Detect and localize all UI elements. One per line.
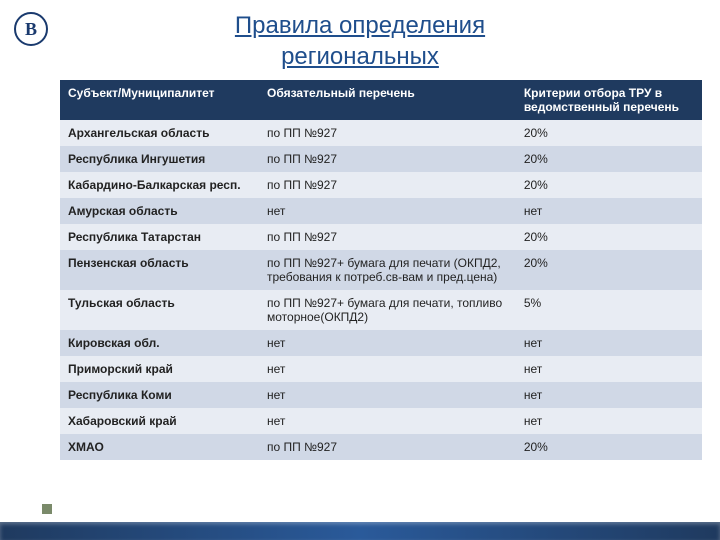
cell-criteria: нет bbox=[516, 408, 702, 434]
cell-region: Архангельская область bbox=[60, 120, 259, 146]
cell-criteria: нет bbox=[516, 356, 702, 382]
cell-region: Тульская область bbox=[60, 290, 259, 330]
footer-stripe bbox=[0, 522, 720, 540]
cell-criteria: 20% bbox=[516, 120, 702, 146]
cell-criteria: нет bbox=[516, 198, 702, 224]
cell-criteria: 20% bbox=[516, 434, 702, 460]
cell-list: нет bbox=[259, 382, 516, 408]
cell-criteria: 20% bbox=[516, 172, 702, 198]
cell-criteria: 20% bbox=[516, 146, 702, 172]
table-row: Кабардино-Балкарская респ.по ПП №92720% bbox=[60, 172, 702, 198]
cell-list: по ПП №927 bbox=[259, 120, 516, 146]
cell-list: нет bbox=[259, 356, 516, 382]
cell-criteria: 20% bbox=[516, 250, 702, 290]
cell-region: Хабаровский край bbox=[60, 408, 259, 434]
cell-criteria: нет bbox=[516, 382, 702, 408]
cell-criteria: 5% bbox=[516, 290, 702, 330]
table-row: Архангельская областьпо ПП №92720% bbox=[60, 120, 702, 146]
cell-list: по ПП №927 bbox=[259, 434, 516, 460]
table-row: Кировская обл.нетнет bbox=[60, 330, 702, 356]
table-row: Республика Коминетнет bbox=[60, 382, 702, 408]
hse-logo: B bbox=[14, 12, 48, 46]
cell-region: Республика Коми bbox=[60, 382, 259, 408]
table-row: Приморский крайнетнет bbox=[60, 356, 702, 382]
cell-region: Пензенская область bbox=[60, 250, 259, 290]
col-header-criteria: Критерии отбора ТРУ в ведомственный пере… bbox=[516, 80, 702, 120]
cell-region: ХМАО bbox=[60, 434, 259, 460]
cell-list: нет bbox=[259, 408, 516, 434]
table-row: Республика Татарстанпо ПП №92720% bbox=[60, 224, 702, 250]
col-header-list: Обязательный перечень bbox=[259, 80, 516, 120]
cell-list: нет bbox=[259, 330, 516, 356]
page-title: Правила определения региональных bbox=[0, 0, 720, 72]
cell-region: Кабардино-Балкарская респ. bbox=[60, 172, 259, 198]
cell-list: по ПП №927 bbox=[259, 172, 516, 198]
table-header-row: Субъект/Муниципалитет Обязательный переч… bbox=[60, 80, 702, 120]
table-row: Хабаровский крайнетнет bbox=[60, 408, 702, 434]
table-row: Пензенская областьпо ПП №927+ бумага для… bbox=[60, 250, 702, 290]
cell-criteria: нет bbox=[516, 330, 702, 356]
table-container: Субъект/Муниципалитет Обязательный переч… bbox=[60, 80, 702, 460]
col-header-region: Субъект/Муниципалитет bbox=[60, 80, 259, 120]
table-row: Тульская областьпо ПП №927+ бумага для п… bbox=[60, 290, 702, 330]
cell-region: Приморский край bbox=[60, 356, 259, 382]
cell-region: Республика Ингушетия bbox=[60, 146, 259, 172]
cell-region: Кировская обл. bbox=[60, 330, 259, 356]
table-row: Амурская областьнетнет bbox=[60, 198, 702, 224]
cell-list: по ПП №927 bbox=[259, 146, 516, 172]
table-row: Республика Ингушетияпо ПП №92720% bbox=[60, 146, 702, 172]
cell-list: нет bbox=[259, 198, 516, 224]
bullet-marker bbox=[42, 504, 52, 514]
regions-table: Субъект/Муниципалитет Обязательный переч… bbox=[60, 80, 702, 460]
cell-region: Амурская область bbox=[60, 198, 259, 224]
title-line2: региональных bbox=[281, 43, 439, 70]
logo-text: B bbox=[25, 19, 37, 40]
cell-list: по ПП №927+ бумага для печати, топливо м… bbox=[259, 290, 516, 330]
cell-list: по ПП №927 bbox=[259, 224, 516, 250]
cell-region: Республика Татарстан bbox=[60, 224, 259, 250]
cell-list: по ПП №927+ бумага для печати (ОКПД2, тр… bbox=[259, 250, 516, 290]
title-line1: Правила определения bbox=[235, 12, 485, 39]
cell-criteria: 20% bbox=[516, 224, 702, 250]
table-row: ХМАОпо ПП №92720% bbox=[60, 434, 702, 460]
